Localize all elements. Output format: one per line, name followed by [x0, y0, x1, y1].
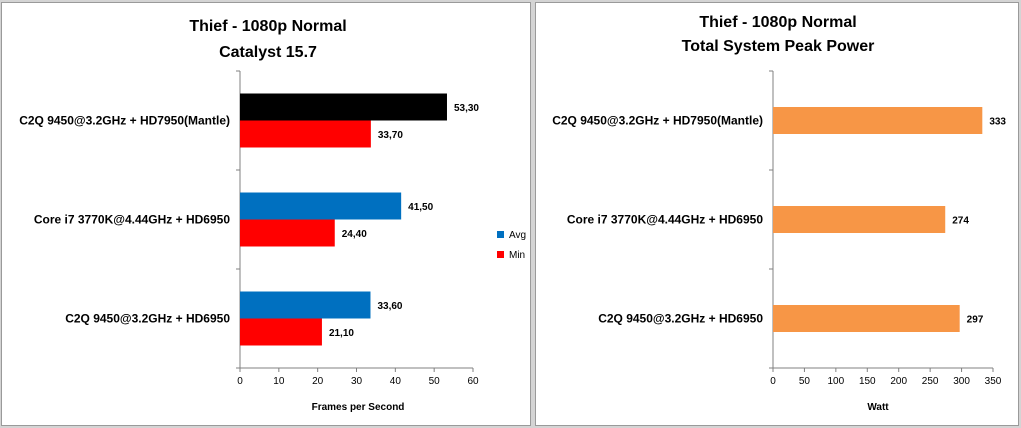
- bar-min: [240, 219, 335, 247]
- bar-min: [240, 120, 371, 148]
- bar-min: [240, 318, 322, 346]
- x-tick-label: 50: [799, 376, 811, 387]
- x-tick-label: 100: [828, 376, 845, 387]
- category-label: C2Q 9450@3.2GHz + HD6950: [598, 312, 763, 326]
- bar-watt: [773, 206, 946, 233]
- category-label: C2Q 9450@3.2GHz + HD7950(Mantle): [552, 114, 763, 128]
- x-tick-label: 10: [273, 376, 285, 387]
- x-tick-label: 0: [237, 376, 243, 387]
- x-tick-label: 40: [390, 376, 402, 387]
- bar-avg: [240, 192, 402, 220]
- chart-title: Thief - 1080p Normal: [189, 18, 346, 35]
- category-label: C2Q 9450@3.2GHz + HD7950(Mantle): [19, 114, 230, 128]
- legend-swatch-min: [497, 251, 504, 258]
- data-label: 41,50: [408, 202, 433, 213]
- power-chart-panel: Thief - 1080p Normal Total System Peak P…: [535, 2, 1019, 426]
- data-label: 33,60: [377, 301, 402, 312]
- category-label: Core i7 3770K@4.44GHz + HD6950: [567, 213, 763, 227]
- chart-subtitle: Catalyst 15.7: [219, 44, 317, 61]
- data-label: 33,70: [378, 130, 403, 141]
- data-label: 21,10: [329, 328, 354, 339]
- fps-chart-panel: Thief - 1080p Normal Catalyst 15.7 Frame…: [1, 2, 531, 426]
- bar-watt: [773, 107, 983, 134]
- x-tick-label: 250: [922, 376, 939, 387]
- x-tick-label: 0: [770, 376, 776, 387]
- x-tick-label: 200: [890, 376, 907, 387]
- data-label: 53,30: [454, 103, 479, 114]
- x-tick-label: 300: [953, 376, 970, 387]
- x-tick-label: 350: [985, 376, 1002, 387]
- data-label: 274: [952, 216, 969, 227]
- data-label: 333: [989, 117, 1006, 128]
- power-chart: Thief - 1080p Normal Total System Peak P…: [552, 14, 1006, 413]
- bar-avg: [240, 291, 371, 319]
- legend-label-avg: Avg: [509, 230, 526, 241]
- fps-chart: Thief - 1080p Normal Catalyst 15.7 Frame…: [19, 18, 526, 413]
- x-tick-label: 20: [312, 376, 324, 387]
- chart-title: Thief - 1080p Normal: [699, 14, 856, 31]
- bar-avg: [240, 93, 447, 121]
- x-tick-label: 50: [429, 376, 441, 387]
- x-tick-label: 60: [467, 376, 479, 387]
- category-label: Core i7 3770K@4.44GHz + HD6950: [34, 213, 230, 227]
- legend-swatch-avg: [497, 231, 504, 238]
- legend-label-min: Min: [509, 250, 525, 261]
- x-axis-label: Frames per Second: [312, 402, 405, 413]
- chart-subtitle: Total System Peak Power: [682, 38, 875, 55]
- x-axis-label: Watt: [867, 402, 889, 413]
- category-label: C2Q 9450@3.2GHz + HD6950: [65, 312, 230, 326]
- data-label: 24,40: [342, 229, 367, 240]
- x-tick-label: 30: [351, 376, 363, 387]
- x-tick-label: 150: [859, 376, 876, 387]
- data-label: 297: [967, 315, 984, 326]
- bar-watt: [773, 305, 960, 332]
